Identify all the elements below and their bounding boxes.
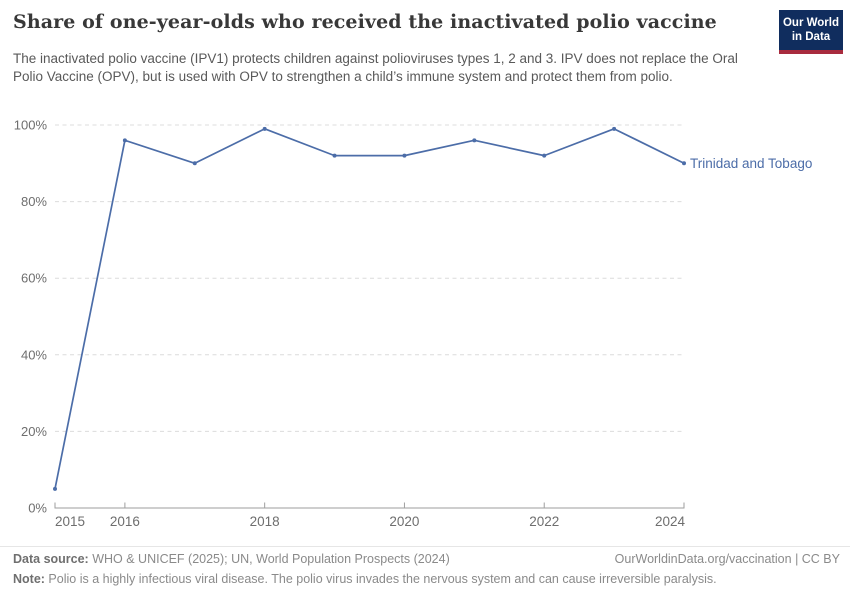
footer-divider — [0, 546, 850, 547]
data-point[interactable] — [262, 126, 267, 131]
data-source-label: Data source: — [13, 552, 89, 566]
owid-logo[interactable]: Our World in Data — [779, 10, 843, 54]
license-link[interactable]: OurWorldinData.org/vaccination | CC BY — [614, 552, 840, 566]
x-tick-label: 2022 — [529, 514, 559, 529]
data-point[interactable] — [612, 126, 617, 131]
y-tick-label: 60% — [21, 271, 47, 286]
footer-source-row: Data source: WHO & UNICEF (2025); UN, Wo… — [13, 549, 840, 569]
data-point[interactable] — [402, 153, 407, 158]
x-tick-label: 2015 — [55, 514, 85, 529]
data-point[interactable] — [472, 138, 477, 143]
y-tick-label: 80% — [21, 194, 47, 209]
note-value: Polio is a highly infectious viral disea… — [44, 572, 717, 586]
data-source-value: WHO & UNICEF (2025); UN, World Populatio… — [88, 552, 450, 566]
data-line[interactable] — [54, 127, 685, 490]
note-label: Note: — [13, 572, 45, 586]
owid-logo-line1: Our World — [782, 16, 839, 29]
chart-subtitle: The inactivated polio vaccine (IPV1) pro… — [13, 51, 738, 85]
y-tick-label: 20% — [21, 424, 47, 439]
owid-logo-line2: in Data — [791, 31, 831, 43]
x-tick-label: 2016 — [110, 514, 140, 529]
footer-note-row: Note: Polio is a highly infectious viral… — [13, 569, 840, 589]
data-point[interactable] — [53, 486, 57, 491]
page-title: Share of one-year-olds who received the … — [13, 11, 717, 33]
data-source-text: Data source: WHO & UNICEF (2025); UN, Wo… — [13, 549, 450, 569]
x-tick-label: 2024 — [655, 514, 686, 529]
y-tick-label: 100% — [14, 118, 48, 133]
data-point[interactable] — [682, 161, 686, 166]
series-label[interactable]: Trinidad and Tobago — [690, 156, 812, 171]
y-tick-label: 0% — [28, 501, 47, 516]
data-point[interactable] — [122, 138, 127, 143]
data-point[interactable] — [332, 153, 337, 158]
data-point[interactable] — [192, 161, 197, 166]
y-tick-label: 40% — [21, 347, 47, 362]
data-point[interactable] — [542, 153, 547, 158]
x-tick-label: 2020 — [389, 514, 419, 529]
note-text: Note: Polio is a highly infectious viral… — [13, 572, 717, 586]
x-tick-label: 2018 — [250, 514, 280, 529]
chart-footer: Data source: WHO & UNICEF (2025); UN, Wo… — [13, 549, 840, 589]
